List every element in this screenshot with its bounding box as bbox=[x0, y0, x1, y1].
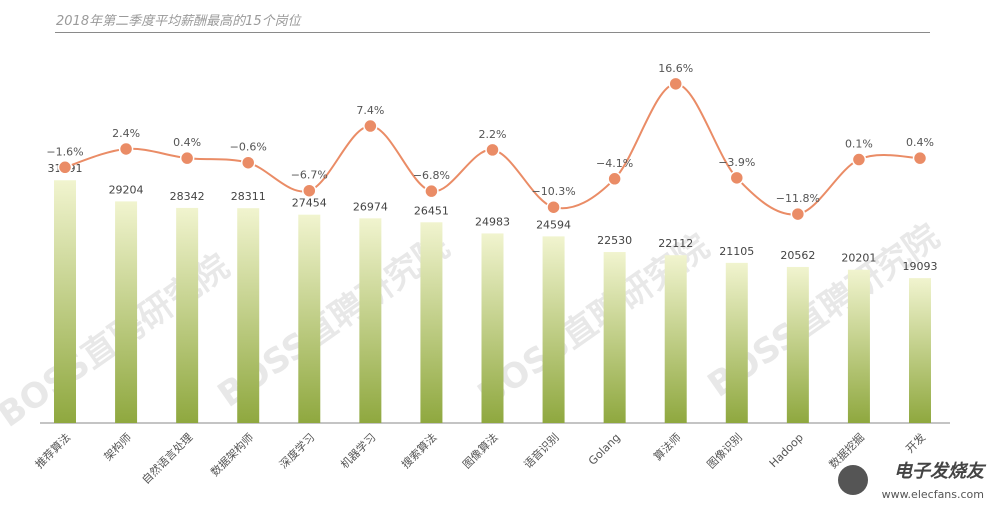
bar bbox=[298, 214, 321, 423]
bar bbox=[909, 278, 931, 423]
category-label: 图像识别 bbox=[705, 431, 745, 471]
bar bbox=[664, 255, 687, 423]
bar-value-label: 24594 bbox=[536, 218, 571, 231]
bar bbox=[786, 266, 809, 423]
category-label: 自然语言处理 bbox=[139, 430, 196, 487]
bar bbox=[115, 201, 138, 423]
growth-label: −6.8% bbox=[413, 169, 450, 182]
growth-label: −4.1% bbox=[596, 157, 633, 170]
growth-point bbox=[179, 150, 195, 166]
bar bbox=[420, 222, 443, 423]
category-label: 架构师 bbox=[101, 430, 134, 463]
bar-value-label: 29204 bbox=[109, 183, 144, 196]
category-label: 数据架构师 bbox=[208, 430, 257, 479]
elecfans-logo-icon bbox=[838, 465, 868, 495]
growth-point bbox=[912, 150, 928, 166]
growth-label: −10.3% bbox=[531, 185, 575, 198]
growth-point bbox=[240, 155, 256, 170]
bar bbox=[847, 269, 870, 423]
category-label: 图像算法 bbox=[460, 430, 501, 471]
growth-label: −3.9% bbox=[718, 156, 755, 169]
growth-point bbox=[851, 152, 867, 167]
bar-value-label: 28342 bbox=[170, 190, 205, 203]
bar bbox=[542, 236, 565, 423]
bar-value-label: 22112 bbox=[658, 237, 693, 250]
bar-series bbox=[54, 180, 931, 423]
category-label: 算法师 bbox=[651, 430, 684, 463]
bar-value-label: 26451 bbox=[414, 204, 449, 217]
bar-value-label: 26974 bbox=[353, 200, 388, 213]
growth-point bbox=[607, 171, 622, 187]
chart-title: 2018年第二季度平均薪酬最高的15个岗位 bbox=[56, 14, 301, 29]
category-labels: 推荐算法 架构师 自然语言处理 数据架构师 深度学习 机器学习 搜索算法 图像算法 语音识别 Go… bbox=[32, 430, 928, 487]
category-label: 推荐算法 bbox=[32, 430, 73, 471]
title-divider bbox=[55, 32, 930, 33]
bar bbox=[359, 218, 382, 423]
elecfans-brand: 电子发烧友 bbox=[894, 461, 984, 482]
bar bbox=[481, 233, 504, 423]
growth-point bbox=[363, 118, 378, 134]
category-label: 机器学习 bbox=[337, 430, 378, 471]
growth-point bbox=[485, 142, 500, 158]
bar-value-label: 20562 bbox=[780, 249, 815, 262]
growth-label: 0.4% bbox=[173, 136, 201, 149]
category-label: 深度学习 bbox=[276, 430, 317, 471]
elecfans-site: www.elecfans.com bbox=[881, 488, 984, 501]
bar-value-label: 22530 bbox=[597, 234, 632, 247]
bar bbox=[603, 252, 626, 423]
growth-point bbox=[302, 183, 317, 198]
growth-label: −0.6% bbox=[230, 141, 267, 154]
growth-point bbox=[790, 206, 806, 222]
growth-point bbox=[57, 160, 73, 175]
bar-value-label: 28311 bbox=[231, 190, 266, 203]
bar-value-label: 27454 bbox=[292, 197, 327, 210]
category-label: 语音识别 bbox=[521, 430, 562, 471]
growth-label: 16.6% bbox=[658, 62, 693, 75]
bar bbox=[725, 262, 748, 423]
category-label: Hadoop bbox=[767, 431, 806, 470]
growth-label: 2.4% bbox=[112, 127, 140, 140]
growth-label: −11.8% bbox=[776, 192, 820, 205]
growth-point bbox=[424, 183, 439, 199]
growth-label: −1.6% bbox=[46, 145, 83, 158]
growth-point bbox=[118, 141, 134, 157]
growth-label: 0.4% bbox=[906, 136, 934, 149]
bar-value-label: 24983 bbox=[475, 215, 510, 228]
category-label: Golang bbox=[586, 431, 623, 468]
category-label: 开发 bbox=[903, 430, 928, 455]
bar bbox=[237, 208, 260, 423]
growth-point bbox=[546, 199, 561, 215]
growth-label: 2.2% bbox=[479, 128, 507, 141]
growth-line-series: −1.6% 2.4% 0.4% −0.6% −6.7% 7.4% −6.8% 2.2% −10.… bbox=[46, 62, 934, 222]
bar-value-labels: 3199129204283422831127454269742645124983… bbox=[48, 162, 938, 273]
bar bbox=[54, 180, 76, 423]
growth-point bbox=[729, 170, 745, 186]
growth-label: −6.7% bbox=[291, 169, 328, 182]
bar-value-label: 21105 bbox=[719, 245, 754, 258]
category-label: 搜索算法 bbox=[399, 430, 440, 471]
bar-value-label: 20201 bbox=[841, 252, 876, 265]
growth-point bbox=[668, 76, 683, 92]
bar bbox=[176, 207, 199, 423]
bar-value-label: 19093 bbox=[903, 260, 938, 273]
growth-line bbox=[64, 82, 921, 216]
growth-label: 7.4% bbox=[356, 104, 384, 117]
growth-label: 0.1% bbox=[845, 138, 873, 151]
